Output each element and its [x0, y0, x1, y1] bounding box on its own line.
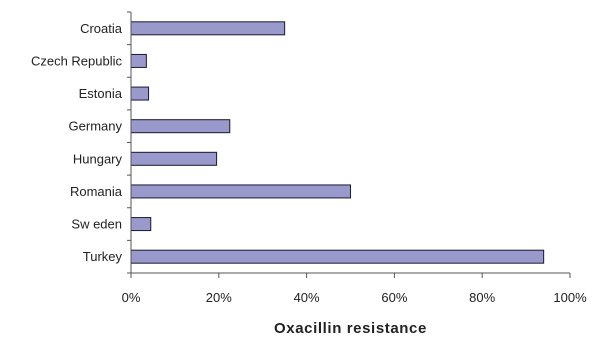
category-label-estonia: Estonia	[79, 86, 123, 101]
category-labels: Croatia Czech Republic Estonia Germany Hunga…	[31, 21, 123, 264]
axes	[127, 11, 571, 278]
bar-germany	[130, 119, 231, 134]
category-label-hungary: Hungary	[73, 151, 123, 166]
bar-czech-republic	[130, 53, 147, 68]
category-label-germany: Germany	[69, 119, 123, 134]
x-tick-label: 20%	[206, 290, 232, 305]
x-tick-label: 80%	[469, 290, 495, 305]
x-tick-label: 0%	[122, 290, 141, 305]
x-tick-label: 40%	[294, 290, 320, 305]
bar-hungary	[130, 151, 218, 166]
category-label-czech-republic: Czech Republic	[31, 53, 123, 68]
category-label-turkey: Turkey	[83, 249, 123, 264]
x-tick-label: 100%	[553, 290, 587, 305]
x-axis-title: Oxacillin resistance	[274, 320, 427, 337]
x-tick-label: 60%	[381, 290, 407, 305]
bar-croatia	[130, 21, 286, 36]
bar-estonia	[130, 86, 150, 101]
bar-series	[130, 21, 545, 264]
category-label-sw-eden: Sw eden	[71, 217, 122, 232]
category-label-romania: Romania	[70, 184, 123, 199]
x-tick-labels: 0% 20% 40% 60% 80% 100%	[122, 290, 587, 305]
bar-sw-eden	[130, 217, 152, 232]
bar-turkey	[130, 249, 545, 264]
category-label-croatia: Croatia	[80, 21, 123, 36]
bar-romania	[130, 184, 351, 199]
